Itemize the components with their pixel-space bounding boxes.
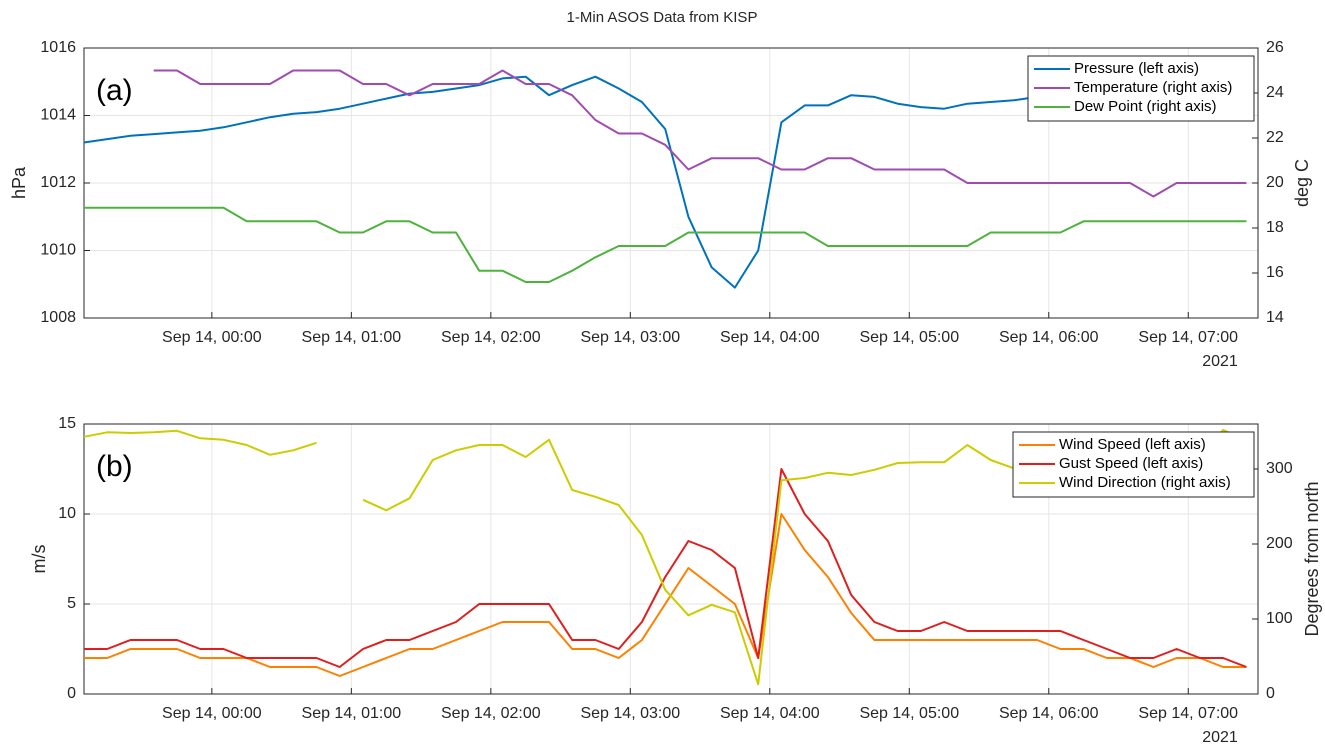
y2-axis-label: deg C — [1292, 159, 1312, 207]
legend-label: Temperature (right axis) — [1074, 79, 1232, 96]
y2-tick-label: 16 — [1266, 264, 1284, 281]
panel-label: (a) — [96, 74, 133, 107]
y-tick-label: 1008 — [40, 309, 76, 326]
x-year-label: 2021 — [1202, 729, 1238, 745]
y2-tick-label: 20 — [1266, 174, 1284, 191]
x-tick-label: Sep 14, 02:00 — [441, 705, 541, 722]
legend-label: Pressure (left axis) — [1074, 60, 1199, 77]
legend-label: Wind Direction (right axis) — [1059, 474, 1231, 491]
y2-tick-label: 14 — [1266, 309, 1284, 326]
y-tick-label: 10 — [58, 505, 76, 522]
y2-axis-label: Degrees from north — [1302, 481, 1322, 636]
series-line — [153, 69, 1247, 198]
legend-label: Dew Point (right axis) — [1074, 98, 1217, 115]
x-tick-label: Sep 14, 05:00 — [859, 705, 959, 722]
x-tick-label: Sep 14, 02:00 — [441, 329, 541, 346]
x-tick-label: Sep 14, 03:00 — [580, 329, 680, 346]
y-tick-label: 1016 — [40, 39, 76, 56]
x-tick-label: Sep 14, 04:00 — [720, 329, 820, 346]
y2-tick-label: 0 — [1266, 685, 1275, 702]
y2-tick-label: 100 — [1266, 610, 1293, 627]
chart-title: 1-Min ASOS Data from KISP — [567, 9, 758, 26]
plot-frame — [83, 47, 1259, 319]
x-tick-label: Sep 14, 07:00 — [1138, 329, 1238, 346]
y-tick-label: 1010 — [40, 242, 76, 259]
x-tick-label: Sep 14, 04:00 — [720, 705, 820, 722]
series-line — [84, 513, 1247, 677]
series-line — [84, 468, 1247, 668]
y2-tick-label: 18 — [1266, 219, 1284, 236]
y2-tick-label: 24 — [1266, 84, 1284, 101]
plot-frame — [83, 423, 1259, 695]
x-tick-label: Sep 14, 00:00 — [162, 329, 262, 346]
x-year-label: 2021 — [1202, 353, 1238, 370]
y-axis-label: hPa — [9, 166, 29, 199]
x-tick-label: Sep 14, 06:00 — [999, 329, 1099, 346]
y-axis-label: m/s — [29, 545, 49, 574]
y2-tick-label: 22 — [1266, 129, 1284, 146]
x-tick-label: Sep 14, 01:00 — [302, 329, 402, 346]
y-tick-label: 15 — [58, 415, 76, 432]
y2-tick-label: 200 — [1266, 535, 1293, 552]
x-tick-label: Sep 14, 01:00 — [302, 705, 402, 722]
x-tick-label: Sep 14, 03:00 — [580, 705, 680, 722]
y2-tick-label: 26 — [1266, 39, 1284, 56]
x-tick-label: Sep 14, 00:00 — [162, 705, 262, 722]
y-tick-label: 1012 — [40, 174, 76, 191]
y-tick-label: 5 — [67, 595, 76, 612]
x-tick-label: Sep 14, 06:00 — [999, 705, 1099, 722]
x-tick-label: Sep 14, 05:00 — [859, 329, 959, 346]
legend-label: Gust Speed (left axis) — [1059, 455, 1203, 472]
series-line — [84, 206, 1247, 283]
x-tick-label: Sep 14, 07:00 — [1138, 705, 1238, 722]
y2-tick-label: 300 — [1266, 460, 1293, 477]
panel-label: (b) — [96, 450, 133, 483]
y-tick-label: 0 — [67, 685, 76, 702]
legend-label: Wind Speed (left axis) — [1059, 436, 1206, 453]
y-tick-label: 1014 — [40, 107, 76, 124]
